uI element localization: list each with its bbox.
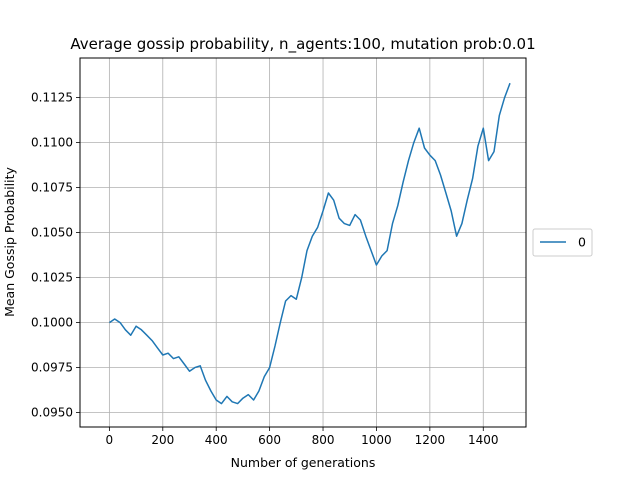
x-tick-label: 0 — [106, 433, 114, 447]
plot-frame — [79, 57, 527, 428]
x-tick-label: 600 — [258, 433, 281, 447]
x-tick-label: 1200 — [415, 433, 446, 447]
chart-title: Average gossip probability, n_agents:100… — [70, 35, 535, 54]
y-axis-ticks: 0.0950 0.0975 0.1000 0.1025 0.1050 0.1075 0.11… — [31, 91, 80, 420]
series-line-0 — [108, 82, 511, 405]
y-tick-label: 0.1050 — [31, 226, 73, 240]
y-tick-label: 0.1000 — [31, 316, 73, 330]
y-tick-label: 0.1100 — [31, 136, 73, 150]
x-tick-label: 200 — [151, 433, 174, 447]
x-axis-ticks: 0 200 400 600 800 1000 1200 1400 — [106, 427, 499, 447]
x-tick-label: 800 — [312, 433, 335, 447]
y-tick-label: 0.1025 — [31, 271, 73, 285]
y-tick-label: 0.1075 — [31, 181, 73, 195]
x-tick-label: 400 — [205, 433, 228, 447]
legend-label: 0 — [578, 235, 586, 250]
x-axis-label: Number of generations — [231, 455, 376, 470]
x-tick-label: 1400 — [468, 433, 499, 447]
y-tick-label: 0.0950 — [31, 406, 73, 420]
grid — [80, 58, 526, 427]
x-tick-label: 1000 — [361, 433, 392, 447]
legend: 0 — [532, 228, 593, 257]
y-tick-label: 0.0975 — [31, 361, 73, 375]
y-tick-label: 0.1125 — [31, 91, 73, 105]
y-axis-label: Mean Gossip Probability — [2, 166, 17, 316]
